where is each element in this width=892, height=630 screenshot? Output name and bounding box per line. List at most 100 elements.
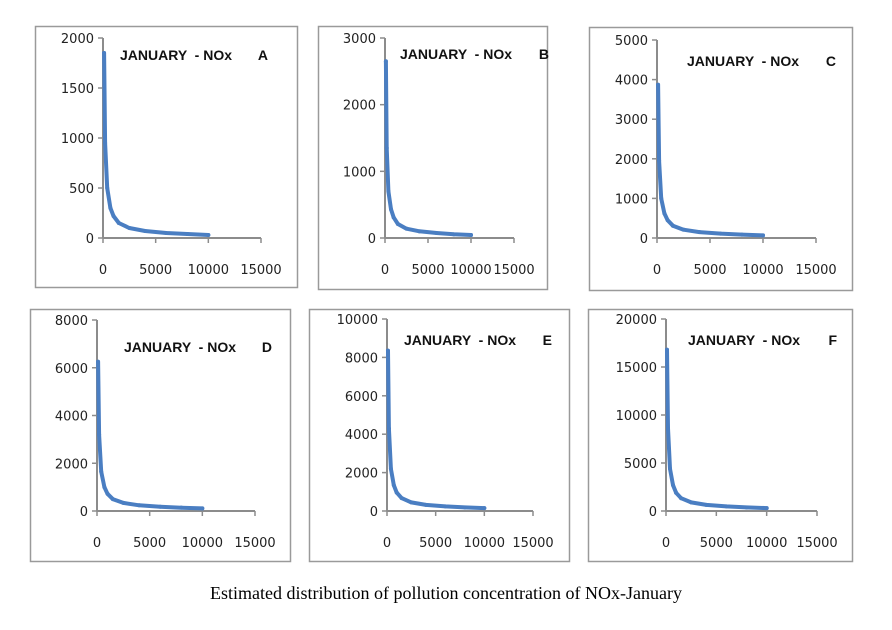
y-tick-label: 10000 bbox=[337, 313, 378, 328]
y-tick-label: 8000 bbox=[345, 351, 378, 366]
x-tick-label: 15000 bbox=[493, 263, 534, 278]
y-tick-label: 500 bbox=[69, 182, 94, 197]
x-tick-label: 5000 bbox=[139, 263, 172, 278]
data-point bbox=[116, 221, 121, 225]
data-point bbox=[423, 502, 428, 507]
data-point bbox=[704, 502, 709, 507]
data-point bbox=[671, 483, 676, 488]
x-tick-label: 10000 bbox=[742, 263, 783, 278]
data-point bbox=[395, 222, 400, 226]
x-tick-label: 0 bbox=[99, 263, 107, 278]
data-point bbox=[399, 496, 404, 501]
y-tick-label: 5000 bbox=[615, 34, 648, 49]
y-tick-label: 1500 bbox=[61, 82, 94, 97]
panel-frame bbox=[34, 25, 299, 289]
x-tick-label: 0 bbox=[383, 536, 391, 551]
data-point bbox=[158, 504, 163, 509]
data-point bbox=[394, 490, 399, 495]
data-point bbox=[670, 223, 675, 228]
data-point bbox=[164, 231, 169, 235]
y-tick-label: 2000 bbox=[343, 99, 376, 114]
data-point bbox=[462, 505, 467, 510]
data-point bbox=[744, 505, 749, 510]
data-point bbox=[200, 506, 205, 511]
data-point bbox=[137, 503, 142, 508]
data-point bbox=[417, 229, 422, 234]
panel-title: JANUARY - NOx bbox=[120, 47, 232, 63]
data-point bbox=[739, 232, 744, 237]
figure-caption: Estimated distribution of pollution conc… bbox=[210, 583, 682, 603]
x-tick-label: 15000 bbox=[796, 536, 837, 551]
data-point bbox=[443, 504, 448, 509]
y-tick-label: 6000 bbox=[55, 362, 88, 377]
data-point bbox=[102, 51, 107, 55]
x-tick-label: 0 bbox=[662, 536, 670, 551]
data-point bbox=[666, 426, 671, 431]
data-point bbox=[665, 218, 670, 223]
data-point bbox=[657, 158, 662, 163]
data-point bbox=[102, 485, 107, 490]
y-tick-label: 20000 bbox=[616, 313, 657, 328]
x-tick-label: 5000 bbox=[133, 536, 166, 551]
data-point bbox=[674, 490, 679, 495]
y-tick-label: 0 bbox=[370, 505, 378, 520]
data-point bbox=[384, 146, 389, 150]
data-point bbox=[665, 347, 670, 352]
chart-panel-b: 0 1000 2000 3000 0 5000 10000 15000 JANUARY - NO… bbox=[317, 25, 549, 291]
panel-frame bbox=[588, 26, 854, 292]
x-tick-label: 10000 bbox=[746, 536, 787, 551]
x-tick-label: 10000 bbox=[188, 263, 229, 278]
panel-title: JANUARY - NOx bbox=[124, 339, 236, 355]
data-point bbox=[761, 233, 765, 238]
x-tick-label: 5000 bbox=[693, 263, 726, 278]
y-tick-label: 5000 bbox=[624, 457, 657, 472]
y-tick-label: 2000 bbox=[61, 32, 94, 47]
data-point bbox=[179, 505, 184, 510]
y-tick-label: 0 bbox=[649, 505, 657, 520]
data-point bbox=[451, 232, 456, 237]
x-tick-label: 15000 bbox=[795, 263, 836, 278]
panel-title: JANUARY - NOx bbox=[400, 46, 512, 62]
data-point bbox=[99, 469, 104, 474]
panel-frame bbox=[308, 308, 571, 563]
y-tick-label: 2000 bbox=[55, 457, 88, 472]
panel-title: JANUARY - NOx bbox=[404, 332, 516, 348]
y-tick-label: 8000 bbox=[55, 314, 88, 329]
y-tick-label: 2000 bbox=[345, 467, 378, 482]
data-point bbox=[434, 231, 439, 235]
panel-frame bbox=[317, 25, 549, 291]
data-point bbox=[103, 141, 108, 145]
x-tick-label: 15000 bbox=[240, 263, 281, 278]
data-point bbox=[404, 226, 409, 231]
data-point bbox=[386, 426, 391, 431]
y-tick-label: 0 bbox=[86, 232, 94, 247]
y-tick-label: 15000 bbox=[616, 361, 657, 376]
panel-title: JANUARY - NOx bbox=[687, 53, 799, 69]
data-point bbox=[718, 231, 723, 236]
data-point bbox=[724, 504, 729, 509]
data-point bbox=[388, 466, 393, 471]
panel-frame bbox=[29, 308, 292, 563]
y-tick-label: 0 bbox=[80, 505, 88, 520]
x-tick-label: 10000 bbox=[182, 536, 223, 551]
panel-title: JANUARY - NOx bbox=[688, 332, 800, 348]
data-point bbox=[391, 483, 396, 488]
data-point bbox=[97, 432, 102, 437]
y-tick-label: 0 bbox=[368, 232, 376, 247]
x-tick-label: 15000 bbox=[234, 536, 275, 551]
y-tick-label: 3000 bbox=[615, 113, 648, 128]
data-point bbox=[659, 196, 664, 201]
data-point bbox=[679, 496, 684, 501]
data-point bbox=[385, 348, 390, 353]
chart-panel-c: 0 1000 2000 3000 4000 5000 0 5000 10000 15000 JANU… bbox=[588, 26, 854, 292]
x-tick-label: 10000 bbox=[464, 536, 505, 551]
data-point bbox=[383, 59, 388, 64]
y-tick-label: 1000 bbox=[343, 165, 376, 180]
y-tick-label: 2000 bbox=[615, 153, 648, 168]
data-point bbox=[662, 211, 667, 216]
data-point bbox=[96, 359, 101, 364]
y-tick-label: 4000 bbox=[55, 410, 88, 425]
data-point bbox=[185, 232, 190, 236]
x-tick-label: 0 bbox=[653, 263, 661, 278]
